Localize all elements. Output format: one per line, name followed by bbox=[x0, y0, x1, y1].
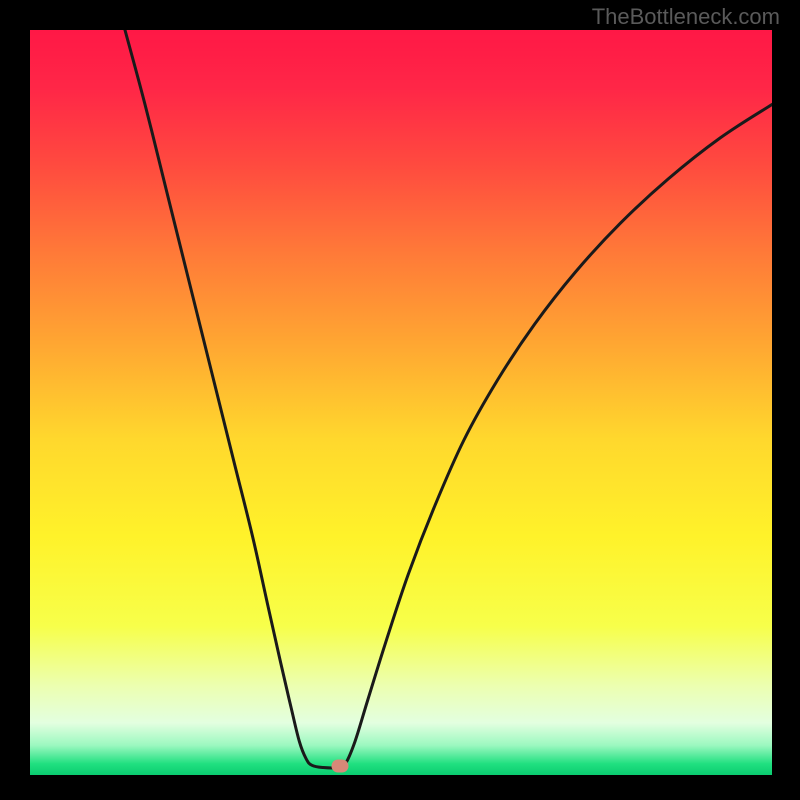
optimum-marker bbox=[332, 760, 349, 773]
gradient-background bbox=[30, 30, 772, 775]
watermark-text: TheBottleneck.com bbox=[592, 4, 780, 30]
plot-area bbox=[30, 30, 772, 775]
